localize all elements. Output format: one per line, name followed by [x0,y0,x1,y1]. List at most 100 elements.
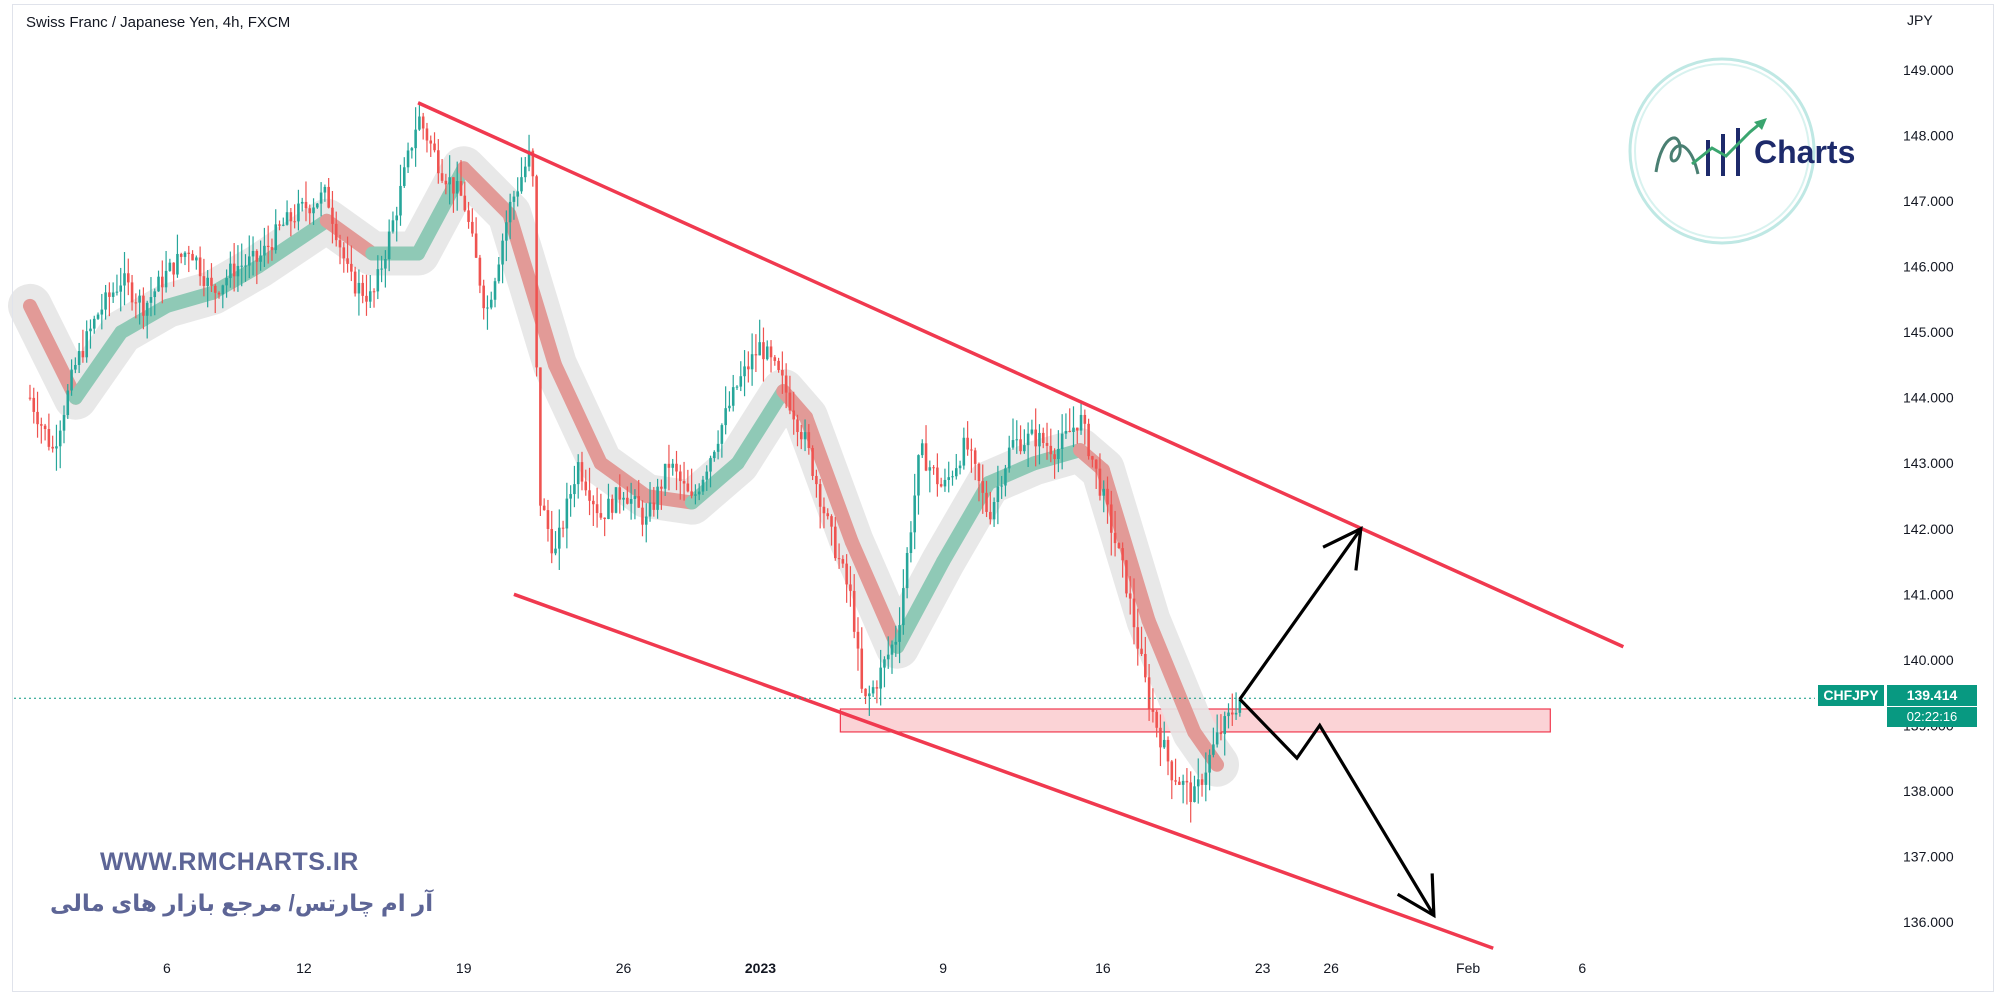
candle-body [179,253,183,257]
candle-body [429,140,433,144]
candle-body [399,185,402,216]
candle-body [758,342,761,356]
candle-body [822,506,826,514]
y-tick-label: 140.000 [1903,652,1954,668]
candle-body [168,262,172,271]
candle-body [1091,456,1094,460]
candle-body [478,257,482,286]
candle-body [312,207,315,214]
candle-body [1041,432,1045,443]
candle-body [505,222,508,241]
candle-body [580,462,584,482]
projection-down-arrow[interactable] [1238,698,1436,917]
ribbon-segment [456,161,517,222]
candle-body [123,273,126,286]
candle-body [274,224,278,251]
x-tick-label: 23 [1255,960,1271,976]
candle-body [939,484,943,487]
candle-body [1181,780,1185,785]
candle-body [977,463,981,482]
candle-body [493,281,497,300]
candle-body [414,129,417,149]
candle-body [81,350,85,358]
candle-body [338,240,342,248]
candle-body [573,484,576,495]
candle-body [686,483,690,492]
y-tick-label: 141.000 [1903,586,1954,602]
candle-body [713,451,716,459]
candle-body [595,504,599,514]
candle-body [527,150,531,167]
candle-body [467,210,470,222]
candle-body [278,224,281,226]
candle-body [77,350,81,365]
candle-body [1057,448,1060,460]
candle-body [868,693,871,697]
candle-body [232,263,236,277]
candle-body [145,302,149,316]
candle-body [886,654,890,660]
candle-body [1075,427,1079,431]
candle-body [622,497,625,500]
candle-body [629,499,633,504]
ribbon-segment [68,325,129,405]
candle-body [762,342,765,360]
candle-body [576,462,580,485]
candle-body [126,273,130,283]
projection-up-arrow[interactable] [1238,527,1363,701]
candle-body [331,207,334,224]
candle-body [898,625,901,642]
candle-body [1034,429,1037,447]
candle-body [943,479,947,487]
candle-body [111,292,115,297]
candle-body [58,430,62,447]
y-tick-label: 136.000 [1903,914,1954,930]
ribbon-segment [22,298,83,405]
candle-body [247,256,251,266]
candle-body [542,505,546,511]
candle-body [1000,485,1003,487]
candle-body [353,271,357,294]
candle-body [1026,433,1030,446]
candle-body [1234,712,1238,715]
y-tick-label: 138.000 [1903,783,1954,799]
candle-body [849,584,852,591]
candle-body [799,432,803,440]
watermark-url[interactable]: WWW.RMCHARTS.IR [100,848,359,876]
candle-body [909,532,913,553]
candle-body [346,258,349,264]
candle-body [164,270,168,288]
candle-body [1053,454,1056,460]
projection-up-arrow-head [1322,526,1363,571]
candle-body [565,498,569,529]
candle-body [206,277,209,286]
candle-body [282,224,285,226]
ribbon-segment [159,285,220,313]
candle-body [96,314,100,319]
candle-body [871,687,875,694]
candle-body [743,366,746,377]
channel-lower-line[interactable] [513,592,1494,950]
candle-body [520,177,523,192]
candle-body [841,559,845,564]
candle-body [656,486,659,510]
candle-body [251,250,255,257]
candle-body [735,386,739,388]
candle-body [285,212,289,225]
candle-body [610,498,614,513]
candle-body [198,257,202,277]
channel-upper-line[interactable] [417,101,1625,649]
candle-body [172,262,175,275]
candle-body [728,405,731,409]
ribbon-segment [981,456,1042,490]
candle-body [747,366,750,370]
ribbon-segment [1141,613,1202,739]
candle-body [894,641,898,645]
candle-body [660,486,663,489]
x-tick-label: 9 [939,960,947,976]
candle-body [1178,781,1181,785]
candle-body [569,494,572,499]
candle-body [834,526,837,559]
candle-body [489,299,493,308]
candle-body [671,463,675,468]
